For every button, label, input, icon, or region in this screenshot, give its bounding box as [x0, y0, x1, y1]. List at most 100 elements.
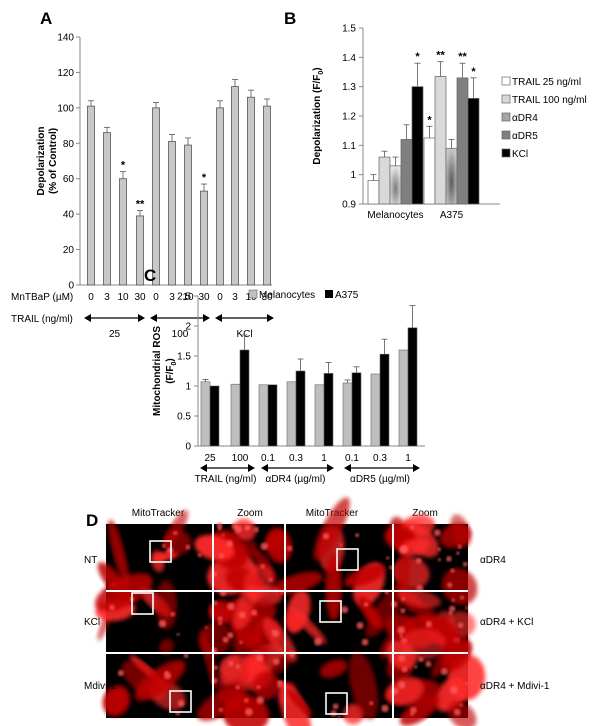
legend-swatch [248, 289, 258, 299]
bar [434, 76, 447, 205]
cell-signal [385, 676, 424, 706]
mitochondria-spot [425, 660, 432, 667]
mitochondria-spot [256, 685, 261, 690]
cell-signal [233, 518, 257, 542]
micrograph-column-header: Zoom [412, 508, 438, 519]
mitochondria-spot [356, 621, 364, 630]
cell-signal [441, 568, 478, 606]
condition-label: NT [84, 555, 97, 566]
mitochondria-spot [369, 701, 374, 706]
x-tick-label: 3 [169, 292, 175, 303]
y-axis-label: Depolarization (F/F0) [312, 67, 325, 164]
cell-signal [94, 573, 153, 612]
mitochondria-spot [272, 658, 280, 665]
x-tick-label: 100 [232, 453, 249, 464]
x-tick-label: 10 [117, 292, 129, 303]
zoom-image [198, 584, 298, 663]
panel-b-chart: B 0.9 1 1.1 1.2 1.3 1.4 1.5 Depolarization (F/F0… [284, 9, 587, 221]
cell-signal [134, 660, 186, 701]
mitochondria-spot [260, 542, 269, 551]
y-tick-label: 20 [63, 245, 75, 256]
mitochondria-spot [218, 707, 223, 712]
x-tick-label: 1 [405, 453, 411, 464]
bar [247, 96, 255, 286]
panel-d-letter: D [86, 511, 98, 530]
cell-signal [232, 631, 259, 656]
x-tick-label: 0.3 [289, 453, 303, 464]
panel-c-letter: C [144, 266, 156, 285]
mitochondria-spot [176, 632, 180, 636]
mitochondria-spot [228, 660, 234, 667]
condition-label: Mdivi-1 [84, 681, 117, 692]
mitochondria-spot [212, 600, 218, 606]
y-axis-label-sub: (% of Control) [48, 128, 59, 194]
cell-signal [108, 519, 130, 587]
zoom-region-box [319, 600, 342, 623]
bar [389, 165, 402, 205]
group-label: αDR5 (µg/ml) [350, 474, 410, 485]
mitochondria-spot [213, 665, 218, 670]
mitochondria-spot [459, 595, 465, 600]
y-axis-label: Depolarization [36, 127, 47, 196]
mitochondria-spot [400, 608, 406, 614]
panel-b-letter: B [284, 9, 296, 28]
mitochondria-spot [166, 547, 174, 554]
cell-signal [194, 534, 235, 561]
trail-row-label: TRAIL (ng/ml) [11, 314, 73, 325]
x-tick-label: 1 [321, 453, 327, 464]
mitochondria-spot [400, 545, 409, 553]
mitochondria-spot [457, 544, 462, 549]
group-label: αDR4 (µg/ml) [266, 474, 326, 485]
mitochondria-spot [415, 557, 422, 564]
cell-signal [313, 497, 350, 561]
condition-label: αDR4 + Mdivi-1 [480, 681, 550, 692]
mitochondria-spot [361, 638, 369, 646]
bar [103, 132, 111, 286]
group-label: KCl [236, 329, 252, 340]
x-tick-label: 30 [198, 292, 210, 303]
x-tick-label: A375 [440, 210, 464, 221]
mitochondria-spot [355, 533, 360, 538]
mitochondria-spot [447, 582, 453, 588]
legend-label: TRAIL 100 ng/ml [512, 95, 587, 106]
y-tick-label: 0 [185, 442, 191, 453]
y-tick-label: 1.5 [177, 352, 191, 363]
bar [209, 385, 220, 447]
mitochondria-spot [332, 703, 339, 710]
mitochondria-spot [314, 637, 322, 646]
legend-swatch [501, 148, 511, 158]
mitochondria-spot [465, 682, 469, 686]
legend-swatch [325, 290, 333, 298]
cell-signal [250, 600, 277, 622]
group-arrow [261, 464, 334, 472]
mitochondria-spot [418, 656, 424, 662]
x-tick-label: 0 [88, 292, 94, 303]
y-tick-label: 1.5 [342, 24, 356, 35]
mitochondria-spot [226, 602, 235, 611]
y-tick-label: 1.1 [342, 141, 356, 152]
legend-label: αDR4 [512, 113, 538, 124]
bar [263, 105, 271, 286]
x-tick-label: 3 [104, 292, 110, 303]
mitochondria-spot [337, 715, 341, 719]
bar [400, 139, 413, 205]
y-tick-label: 0.9 [342, 200, 356, 211]
mitochondria-spot [239, 640, 243, 645]
cell-signal [397, 588, 442, 608]
mitochondria-spot [177, 700, 185, 707]
x-tick-label: 0.1 [261, 453, 275, 464]
mitochondria-spot [218, 553, 224, 559]
bar [367, 180, 380, 205]
x-tick-label: 0 [217, 292, 223, 303]
mitochondria-spot [448, 610, 453, 616]
bar [200, 190, 208, 286]
mitochondria-spot [244, 698, 249, 703]
mitochondria-spot [235, 664, 241, 669]
zoom-image [385, 632, 486, 726]
y-tick-label: 2 [185, 322, 191, 333]
mitochondria-spot [386, 556, 390, 560]
mitochondria-spot [162, 543, 166, 548]
group-arrow [215, 314, 274, 322]
legend-swatch [501, 130, 511, 140]
y-tick-label: 140 [57, 33, 74, 44]
